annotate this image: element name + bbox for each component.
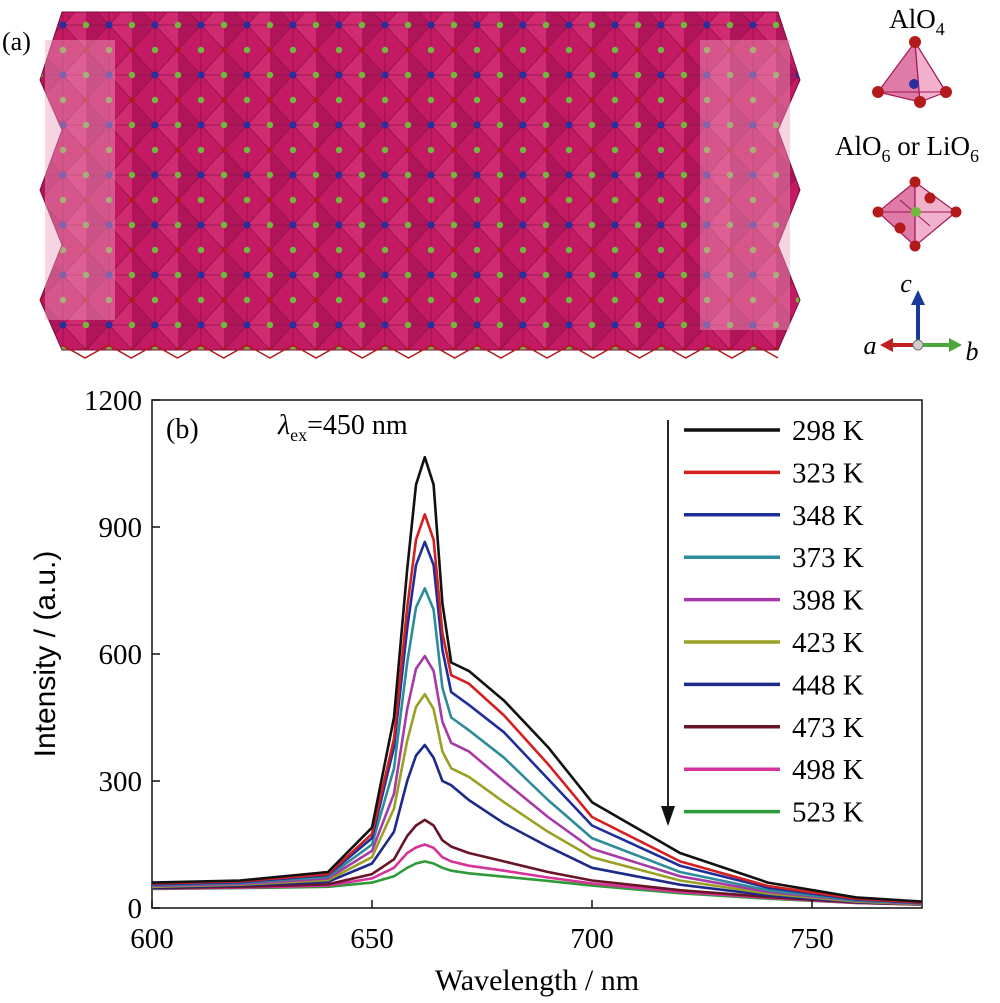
y-tick-label: 0 [128,893,143,925]
y-tick-label: 600 [99,639,143,671]
series-line-448-K [151,743,923,906]
tetrahedron-icon [872,36,952,108]
axis-c-label: c [900,269,912,298]
crystal-slab [39,11,801,351]
x-tick-label: 700 [570,923,614,955]
legend-octa-label: AlO6 or LiO6 [835,131,979,166]
legend-label: 448 K [792,669,864,701]
x-tick-label: 650 [350,923,394,955]
series-line-298-K [151,455,923,903]
axis-ticks: 600 650 700 750 0 300 600 900 1200 [84,385,834,955]
series-line-498-K [151,843,923,906]
octahedron-icon [872,176,962,252]
x-axis-title: Wavelength / nm [435,964,639,997]
light-region-left [45,40,115,320]
legend-label: 323 K [792,457,864,489]
x-tick-label: 600 [130,923,174,955]
series-line-423-K [151,692,923,906]
panel-a-label: (a) [2,27,31,56]
legend-label: 423 K [792,627,864,659]
excitation-annotation: λex=450 nm [277,410,408,445]
y-tick-label: 1200 [84,385,142,417]
legend-tetra-label: AlO4 [889,4,945,39]
legend-label: 373 K [792,542,864,574]
axis-b-label: b [966,337,979,366]
plot-curves [151,455,923,906]
legend-label: 473 K [792,712,864,744]
x-tick-label: 750 [790,923,834,955]
panel-b-label: (b) [166,414,199,445]
axis-a-label: a [864,331,877,360]
legend-label: 398 K [792,585,864,617]
legend-label: 348 K [792,500,864,532]
y-tick-label: 300 [99,766,143,798]
light-region-right [700,40,790,330]
panel-b-chart: 600 650 700 750 0 300 600 900 1200 (b) λex=450 n… [29,385,923,997]
chart-legend: 298 K 323 K 348 K 373 K 398 K 423 K 448 K 473 K… [684,415,864,829]
crystal-structure [39,11,801,359]
legend-label: 523 K [792,797,864,829]
series-line-348-K [151,540,923,905]
zigzag-edge [61,344,779,359]
series-line-373-K [151,587,923,905]
legend-label: 498 K [792,754,864,786]
y-axis-title: Intensity / (a.u.) [29,551,62,758]
legend-label: 298 K [792,415,864,447]
y-tick-label: 900 [99,512,143,544]
series-line-323-K [151,512,923,904]
series-line-398-K [151,654,923,906]
crystal-axes: c a b [864,269,979,366]
legend-arrow [661,420,675,826]
panel-a: (a) AlO4 AlO6 or LiO6 [2,4,979,366]
series-line-473-K [151,818,923,906]
